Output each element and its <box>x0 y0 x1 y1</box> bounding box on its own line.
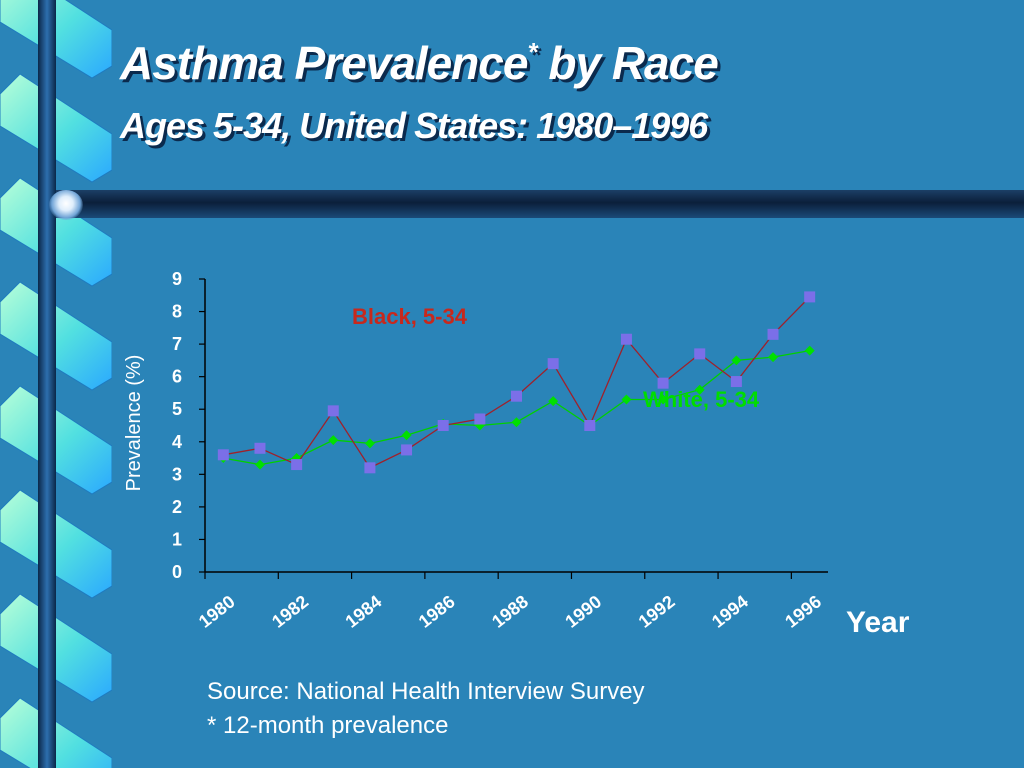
data-point-white <box>658 394 669 405</box>
y-tick-label: 3 <box>172 464 182 484</box>
data-point-white <box>731 355 742 366</box>
title-asterisk: * <box>527 37 537 67</box>
y-tick-label: 6 <box>172 367 182 387</box>
y-tick-label: 2 <box>172 497 182 517</box>
data-point-black <box>511 390 522 402</box>
x-tick-label: 1982 <box>268 591 312 631</box>
data-point-black <box>364 462 376 474</box>
x-tick-label: 1980 <box>195 591 239 631</box>
data-point-black <box>584 420 596 431</box>
data-point-white <box>804 345 815 356</box>
footnote-line: * 12-month prevalence <box>207 712 449 739</box>
x-tick-label: 1992 <box>635 591 679 631</box>
y-tick-label: 4 <box>172 432 182 452</box>
y-tick-label: 7 <box>172 334 182 354</box>
data-point-black <box>657 377 669 389</box>
slide-subtitle: Ages 5-34, United States: 1980–1996 <box>120 105 708 146</box>
data-point-white <box>621 394 632 405</box>
x-tick-label: 1996 <box>781 591 825 631</box>
chart-axes <box>204 279 828 573</box>
x-tick-label: 1988 <box>488 591 532 631</box>
data-point-white <box>768 352 779 363</box>
title-suffix: by Race <box>536 37 718 89</box>
data-point-black <box>401 444 413 456</box>
data-point-white <box>364 438 375 449</box>
legend-label-white: White, 5-34 <box>643 387 760 412</box>
source-line: Source: National Health Interview Survey <box>207 678 645 705</box>
data-point-black <box>620 333 632 345</box>
data-point-black <box>474 413 486 425</box>
data-point-black <box>217 449 229 461</box>
y-tick-label: 1 <box>172 529 182 549</box>
legend-label-black: Black, 5-34 <box>352 304 468 329</box>
title-text: Asthma Prevalence <box>120 37 528 89</box>
data-point-white <box>328 435 339 446</box>
x-tick-label: 1986 <box>415 591 459 631</box>
data-point-white <box>511 417 522 428</box>
y-tick-label: 8 <box>172 302 182 322</box>
series-line-black <box>223 296 811 469</box>
data-point-white <box>401 430 412 441</box>
data-point-black <box>767 328 779 340</box>
data-point-white <box>694 384 705 395</box>
x-axis-ticks: 1980 1982 1984 1986 1988 1990 1992 1994 1996 <box>195 572 825 632</box>
data-point-white <box>254 459 265 470</box>
data-point-black <box>254 442 266 454</box>
divider-bar <box>56 190 1024 218</box>
data-point-white <box>548 396 559 407</box>
x-tick-label: 1990 <box>561 591 605 631</box>
left-ribbon-decoration <box>0 0 112 768</box>
y-tick-label: 9 <box>172 269 182 289</box>
data-point-black <box>730 376 742 388</box>
data-point-black <box>291 459 303 471</box>
divider-knob <box>49 190 83 220</box>
y-tick-label: 0 <box>172 562 182 582</box>
x-tick-label: 1994 <box>708 591 752 631</box>
y-axis-ticks: 0 1 2 3 4 5 6 7 8 9 <box>172 269 205 582</box>
series-layer <box>217 291 816 474</box>
data-point-black <box>437 420 449 431</box>
x-tick-label: 1984 <box>342 591 386 631</box>
data-point-black <box>694 348 706 360</box>
x-axis-label: Year <box>846 606 910 639</box>
data-point-black <box>804 291 816 303</box>
y-tick-label: 5 <box>172 399 182 419</box>
data-point-black <box>547 358 559 370</box>
data-point-black <box>327 405 339 417</box>
slide-title: Asthma Prevalence* by Race <box>120 36 719 90</box>
y-axis-label: Prevalence (%) <box>123 355 145 492</box>
source-note: Source: National Health Interview Survey… <box>207 675 645 743</box>
